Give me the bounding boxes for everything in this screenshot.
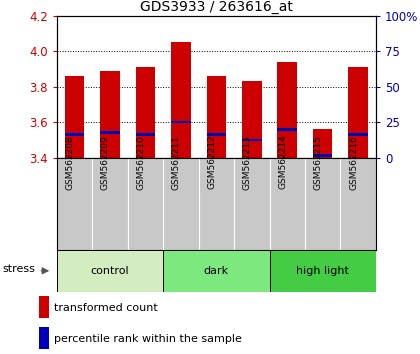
Text: GSM562214: GSM562214 [278, 135, 287, 189]
Bar [278, 62, 297, 158]
Bar [207, 76, 226, 158]
Bar [313, 154, 333, 157]
Bar [349, 133, 368, 136]
Bar [39, 327, 49, 349]
Text: transformed count: transformed count [55, 303, 158, 313]
Text: GSM562209: GSM562209 [101, 135, 110, 189]
Bar [270, 250, 376, 292]
Bar [100, 71, 120, 158]
Bar [163, 250, 270, 292]
Text: GSM562216: GSM562216 [349, 135, 358, 189]
Bar [65, 133, 84, 136]
Text: control: control [91, 266, 129, 276]
Text: percentile rank within the sample: percentile rank within the sample [55, 333, 242, 343]
Text: GSM562208: GSM562208 [66, 135, 74, 189]
Bar [242, 138, 262, 141]
Bar [136, 67, 155, 158]
Bar [39, 296, 49, 318]
Bar [171, 121, 191, 124]
Text: GSM562212: GSM562212 [207, 135, 216, 189]
Text: stress: stress [3, 264, 36, 274]
Text: GSM562215: GSM562215 [314, 135, 323, 189]
Text: GSM562210: GSM562210 [136, 135, 145, 189]
Bar [171, 42, 191, 158]
Bar [136, 133, 155, 136]
Bar [57, 250, 163, 292]
Text: high light: high light [296, 266, 349, 276]
Bar [349, 67, 368, 158]
Bar [242, 81, 262, 158]
Text: GSM562211: GSM562211 [172, 135, 181, 189]
Title: GDS3933 / 263616_at: GDS3933 / 263616_at [140, 0, 293, 13]
Bar [100, 131, 120, 134]
Bar [207, 133, 226, 136]
Bar [278, 128, 297, 131]
Bar [65, 76, 84, 158]
Bar [313, 129, 333, 158]
Text: dark: dark [204, 266, 229, 276]
Text: GSM562213: GSM562213 [243, 135, 252, 189]
